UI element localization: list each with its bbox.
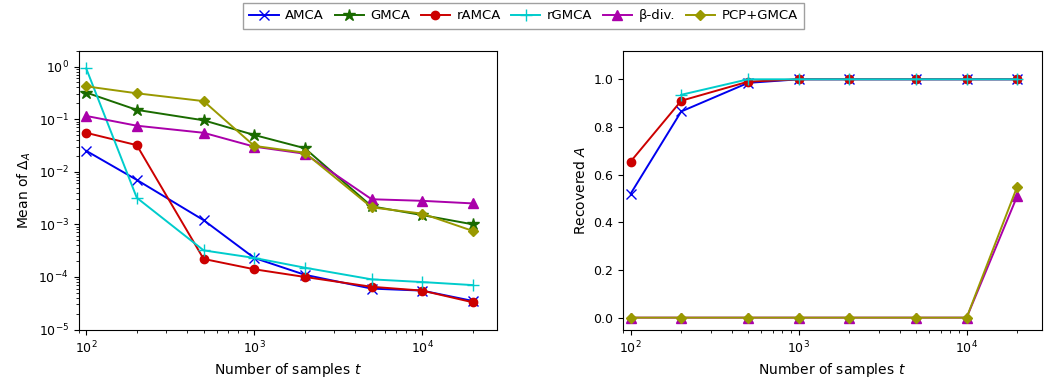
PCP+GMCA — [365, 205, 378, 210]
rGMCA — [197, 248, 209, 253]
β-div. — [197, 131, 209, 135]
rAMCA — [248, 267, 261, 271]
rAMCA — [365, 284, 378, 289]
rGMCA — [131, 195, 143, 200]
Y-axis label: Recovered $A$: Recovered $A$ — [573, 145, 587, 235]
AMCA — [298, 273, 311, 277]
PCP+GMCA — [197, 99, 209, 103]
AMCA — [467, 299, 480, 303]
rGMCA — [298, 265, 311, 270]
rAMCA — [131, 143, 143, 147]
GMCA — [197, 118, 209, 122]
AMCA — [197, 218, 209, 223]
GMCA — [467, 222, 480, 227]
GMCA — [131, 108, 143, 112]
rGMCA — [416, 280, 428, 284]
rAMCA — [467, 300, 480, 305]
GMCA — [248, 133, 261, 137]
Line: β-div.: β-div. — [82, 111, 477, 208]
X-axis label: Number of samples $t$: Number of samples $t$ — [214, 362, 362, 379]
β-div. — [80, 113, 92, 118]
Line: rGMCA: rGMCA — [80, 62, 480, 291]
AMCA — [416, 288, 428, 293]
Line: PCP+GMCA: PCP+GMCA — [83, 83, 476, 234]
β-div. — [416, 199, 428, 203]
β-div. — [365, 197, 378, 202]
rGMCA — [467, 283, 480, 287]
Legend: AMCA, GMCA, rAMCA, rGMCA, β-div., PCP+GMCA: AMCA, GMCA, rAMCA, rGMCA, β-div., PCP+GM… — [243, 3, 804, 29]
AMCA — [248, 255, 261, 260]
GMCA — [80, 90, 92, 95]
PCP+GMCA — [416, 211, 428, 216]
rAMCA — [298, 275, 311, 279]
PCP+GMCA — [248, 144, 261, 148]
β-div. — [248, 144, 261, 149]
Y-axis label: Mean of $\Delta_A$: Mean of $\Delta_A$ — [16, 151, 32, 229]
PCP+GMCA — [80, 84, 92, 89]
rGMCA — [80, 66, 92, 71]
Line: GMCA: GMCA — [80, 86, 480, 230]
rGMCA — [248, 255, 261, 260]
X-axis label: Number of samples $t$: Number of samples $t$ — [758, 362, 907, 379]
GMCA — [298, 146, 311, 151]
β-div. — [467, 201, 480, 206]
rAMCA — [80, 131, 92, 135]
AMCA — [80, 149, 92, 153]
rAMCA — [416, 288, 428, 293]
rAMCA — [197, 257, 209, 261]
rGMCA — [365, 277, 378, 282]
PCP+GMCA — [131, 91, 143, 96]
Line: AMCA: AMCA — [82, 146, 477, 306]
GMCA — [365, 204, 378, 209]
AMCA — [365, 286, 378, 291]
GMCA — [416, 213, 428, 217]
β-div. — [131, 123, 143, 128]
Line: rAMCA: rAMCA — [82, 129, 477, 307]
PCP+GMCA — [298, 151, 311, 155]
β-div. — [298, 151, 311, 156]
PCP+GMCA — [467, 229, 480, 233]
AMCA — [131, 177, 143, 182]
